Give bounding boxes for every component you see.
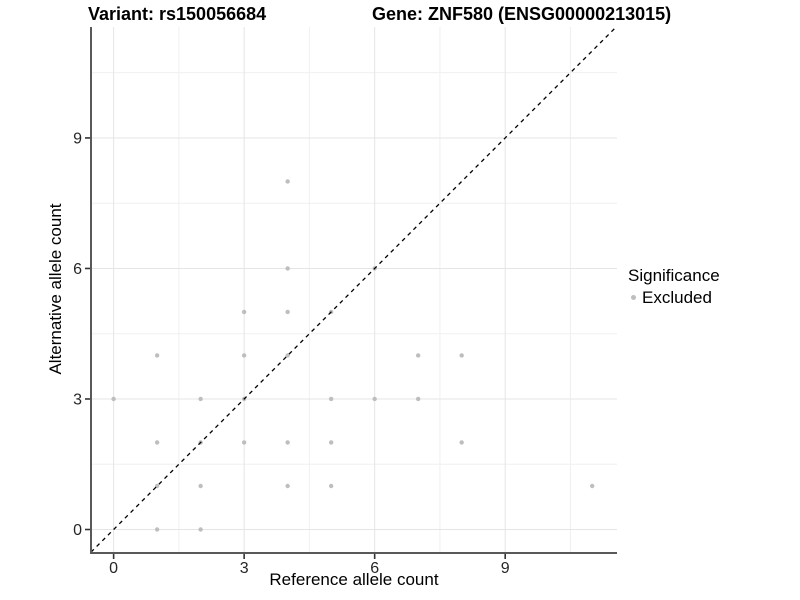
data-point — [241, 309, 247, 315]
legend-title: Significance — [628, 266, 720, 285]
x-tick-label: 0 — [109, 560, 118, 577]
data-point — [198, 396, 203, 402]
identity-line — [90, 26, 617, 553]
data-point — [154, 440, 160, 445]
legend: Significance Excluded — [628, 266, 720, 307]
y-tick-label: 9 — [73, 130, 82, 147]
y-tick-label: 0 — [73, 522, 82, 539]
y-tick-label: 6 — [73, 261, 82, 278]
data-point — [154, 353, 160, 358]
data-point — [154, 527, 160, 532]
legend-item-label: Excluded — [642, 288, 712, 307]
data-point — [328, 440, 334, 445]
data-point — [198, 483, 203, 489]
plot-title-gene: Gene: ZNF580 (ENSG00000213015) — [372, 4, 672, 24]
y-tick-label: 3 — [73, 391, 82, 408]
data-point — [415, 396, 421, 402]
data-point — [285, 266, 290, 271]
y-axis-title: Alternative allele count — [46, 203, 65, 375]
data-point — [328, 396, 334, 402]
legend-item-excluded: Excluded — [628, 288, 720, 307]
legend-point-icon — [631, 295, 636, 300]
data-point — [241, 440, 247, 445]
x-tick-label: 3 — [240, 560, 249, 577]
data-point — [285, 309, 290, 315]
data-point — [285, 179, 290, 184]
data-point — [459, 440, 464, 445]
x-tick-label: 9 — [501, 560, 510, 577]
data-point — [241, 353, 247, 358]
data-point — [590, 483, 595, 489]
data-point — [285, 483, 290, 489]
data-point — [285, 440, 290, 445]
data-point — [415, 353, 421, 358]
data-point — [285, 353, 290, 358]
data-point — [328, 483, 334, 489]
data-point — [198, 527, 203, 532]
plot-title-variant: Variant: rs150056684 — [88, 4, 267, 24]
x-axis-title: Reference allele count — [269, 570, 439, 589]
data-point — [459, 353, 464, 358]
x-tick-label: 6 — [370, 560, 379, 577]
data-point — [372, 396, 377, 402]
data-point — [111, 396, 116, 402]
